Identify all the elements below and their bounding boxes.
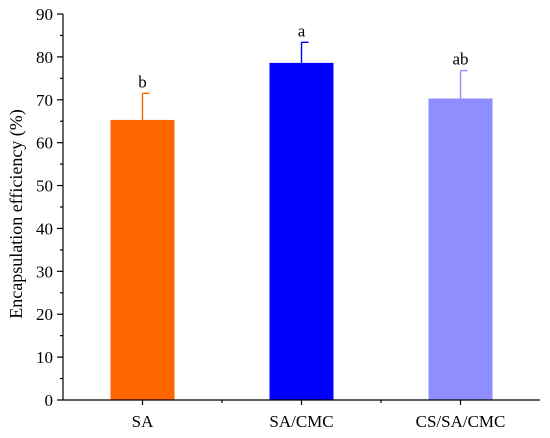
- y-tick-label: 70: [36, 91, 53, 110]
- significance-label: b: [138, 72, 147, 91]
- bar-sa-cmc: [269, 62, 334, 400]
- plot-area: b SA a SA/CMC ab CS/SA/CMC 0 10 20 30 40 50 60 70 80 90: [36, 5, 540, 431]
- y-tick-label: 50: [36, 177, 53, 196]
- significance-label: a: [298, 21, 306, 40]
- y-tick-label: 30: [36, 262, 53, 281]
- significance-label: ab: [452, 50, 468, 69]
- y-axis-title: Encapsulation efficiency (%): [6, 109, 27, 319]
- bar-cs-sa-cmc: [428, 98, 493, 400]
- y-tick-label: 20: [36, 305, 53, 324]
- y-tick-label: 60: [36, 134, 53, 153]
- y-tick-label: 10: [36, 348, 53, 367]
- bar-sa: [110, 119, 175, 401]
- y-tick-label: 90: [36, 5, 53, 24]
- y-tick-label: 80: [36, 48, 53, 67]
- x-tick-label: SA/CMC: [269, 412, 333, 431]
- x-tick-label: CS/SA/CMC: [416, 412, 506, 431]
- y-tick-label: 0: [45, 391, 54, 410]
- x-tick-label: SA: [132, 412, 154, 431]
- y-tick-label: 40: [36, 219, 53, 238]
